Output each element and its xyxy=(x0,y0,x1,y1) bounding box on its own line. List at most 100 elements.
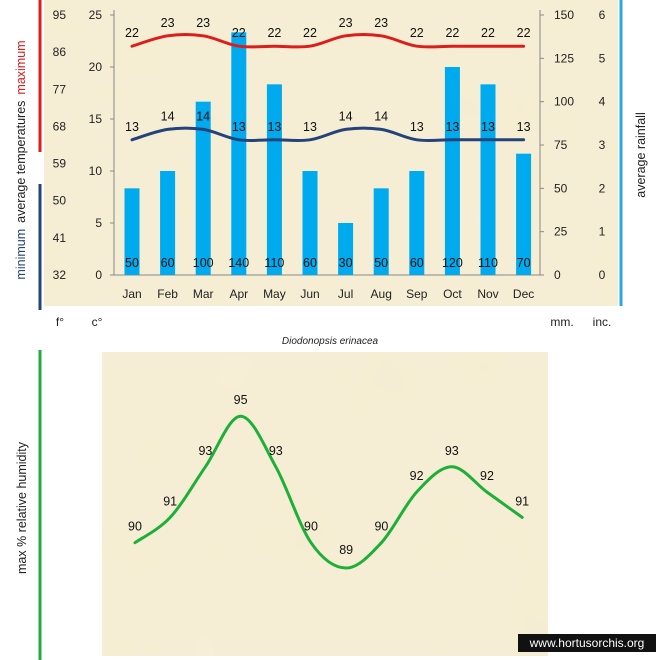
month-feb: Feb xyxy=(157,287,178,301)
watermark-background xyxy=(518,634,656,652)
humidity-label-nov: 92 xyxy=(480,469,494,483)
month-apr: Apr xyxy=(229,287,248,301)
maximum-label-mar: 23 xyxy=(196,16,210,30)
maximum-label-oct: 22 xyxy=(445,26,459,40)
celsius-tick-0: 0 xyxy=(95,268,102,282)
minimum-label-sep: 13 xyxy=(410,120,424,134)
minimum-label-jun: 13 xyxy=(303,120,317,134)
mm-tick-0: 0 xyxy=(554,268,561,282)
rainfall-inch-ticks: 0 1 2 3 4 5 6 xyxy=(599,8,606,282)
fahrenheit-tick-32: 32 xyxy=(53,268,67,282)
rainfall-label-jul: 30 xyxy=(339,256,353,270)
celsius-tick-10: 10 xyxy=(89,164,103,178)
humidity-axis-title: max % relative humidity xyxy=(15,441,29,574)
rainfall-label-apr: 140 xyxy=(228,256,249,270)
maximum-label-dec: 22 xyxy=(517,26,531,40)
maximum-label-apr: 22 xyxy=(232,26,246,40)
humidity-label-apr: 95 xyxy=(234,393,248,407)
rainfall-label-aug: 50 xyxy=(374,256,388,270)
mm-tick-150: 150 xyxy=(554,8,574,22)
humidity-label-jun: 90 xyxy=(304,520,318,534)
maximum-label-feb: 23 xyxy=(161,16,175,30)
humidity-label-oct: 93 xyxy=(445,444,459,458)
rainfall-label-nov: 110 xyxy=(478,256,498,270)
inch-tick-0: 0 xyxy=(599,268,606,282)
month-labels: Jan Feb Mar Apr May Jun Jul Aug Sep Oct Nov Dec xyxy=(122,287,534,301)
celsius-tick-15: 15 xyxy=(89,112,103,126)
rainfall-label-mar: 100 xyxy=(193,256,214,270)
rainfall-axis-title: average rainfall xyxy=(634,112,648,197)
humidity-label-aug: 90 xyxy=(374,520,388,534)
rainfall-label-may: 110 xyxy=(264,256,284,270)
inch-tick-1: 1 xyxy=(599,225,606,239)
inch-tick-3: 3 xyxy=(599,138,606,152)
maximum-label-sep: 22 xyxy=(410,26,424,40)
rainfall-label-jun: 60 xyxy=(303,256,317,270)
inch-tick-6: 6 xyxy=(599,8,606,22)
month-jun: Jun xyxy=(300,287,319,301)
mm-tick-100: 100 xyxy=(554,95,574,109)
species-name: Diodonopsis erinacea xyxy=(282,336,379,347)
rainfall-bar-sep xyxy=(409,171,425,275)
celsius-ticks: 0 5 10 15 20 25 xyxy=(89,8,114,282)
inch-unit: inc. xyxy=(593,315,612,329)
rainfall-bar-feb xyxy=(160,171,176,275)
humidity-label-feb: 91 xyxy=(163,494,177,508)
rainfall-bar-dec xyxy=(516,153,532,275)
humidity-label-dec: 91 xyxy=(515,494,529,508)
temperatures-label: average temperatures xyxy=(14,101,28,223)
rainfall-bar-apr xyxy=(231,32,247,276)
fahrenheit-tick-86: 86 xyxy=(53,45,67,59)
fahrenheit-tick-77: 77 xyxy=(53,82,67,96)
inch-tick-2: 2 xyxy=(599,181,606,195)
month-sep: Sep xyxy=(406,287,428,301)
celsius-tick-5: 5 xyxy=(95,216,102,230)
minimum-label: minimum xyxy=(14,229,28,280)
fahrenheit-tick-95: 95 xyxy=(53,8,67,22)
inch-tick-5: 5 xyxy=(599,51,606,65)
fahrenheit-ticks: 32 41 50 59 68 77 86 95 xyxy=(53,8,67,282)
humidity-label-jul: 89 xyxy=(339,543,353,557)
humidity-label-mar: 93 xyxy=(198,444,212,458)
rainfall-bar-may xyxy=(266,84,282,275)
humidity-line xyxy=(133,414,524,570)
minimum-label-may: 13 xyxy=(267,120,281,134)
rainfall-label-jan: 50 xyxy=(125,256,139,270)
month-oct: Oct xyxy=(443,287,462,301)
month-aug: Aug xyxy=(371,287,392,301)
month-dec: Dec xyxy=(513,287,534,301)
temperature-axis-title: minimum average temperatures maximum xyxy=(14,40,28,279)
month-may: May xyxy=(263,287,286,301)
maximum-label-jan: 22 xyxy=(125,26,139,40)
rainfall-bar-nov xyxy=(480,84,496,275)
rainfall-bar-oct xyxy=(444,67,460,275)
rainfall-bar-mar xyxy=(195,101,211,276)
rainfall-bars xyxy=(124,32,532,276)
bottom-chart-texture xyxy=(102,352,548,656)
temperature-lines xyxy=(130,33,526,143)
humidity-label-sep: 92 xyxy=(410,469,424,483)
maximum-temperature-line xyxy=(130,33,526,49)
maximum-label-aug: 23 xyxy=(374,16,388,30)
mm-unit: mm. xyxy=(550,315,573,329)
minimum-label-nov: 13 xyxy=(481,120,495,134)
rainfall-bar-aug xyxy=(373,188,389,275)
maximum-label-may: 22 xyxy=(267,26,281,40)
minimum-temperature-line xyxy=(130,126,526,143)
rainfall-label-oct: 120 xyxy=(442,256,463,270)
humidity-label-jan: 90 xyxy=(128,520,142,534)
fahrenheit-tick-59: 59 xyxy=(53,157,67,171)
rainfall-bar-jul xyxy=(338,223,354,275)
maximum-label-jul: 23 xyxy=(339,16,353,30)
rainfall-mm-ticks: 0 25 50 75 100 125 150 xyxy=(540,8,574,282)
mm-tick-50: 50 xyxy=(554,181,568,195)
rainfall-label-sep: 60 xyxy=(410,256,424,270)
celsius-tick-25: 25 xyxy=(89,8,103,22)
maximum-label: maximum xyxy=(14,40,28,94)
minimum-label-apr: 13 xyxy=(232,120,246,134)
celsius-tick-20: 20 xyxy=(89,60,103,74)
inch-tick-4: 4 xyxy=(599,95,606,109)
fahrenheit-tick-50: 50 xyxy=(53,194,67,208)
fahrenheit-tick-68: 68 xyxy=(53,119,67,133)
fahrenheit-unit: f° xyxy=(56,315,64,329)
